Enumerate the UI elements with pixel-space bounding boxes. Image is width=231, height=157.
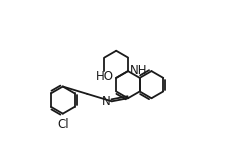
Text: Cl: Cl bbox=[57, 118, 68, 130]
Text: HO: HO bbox=[96, 70, 114, 83]
Text: N: N bbox=[102, 95, 110, 108]
Text: NH: NH bbox=[129, 64, 147, 77]
